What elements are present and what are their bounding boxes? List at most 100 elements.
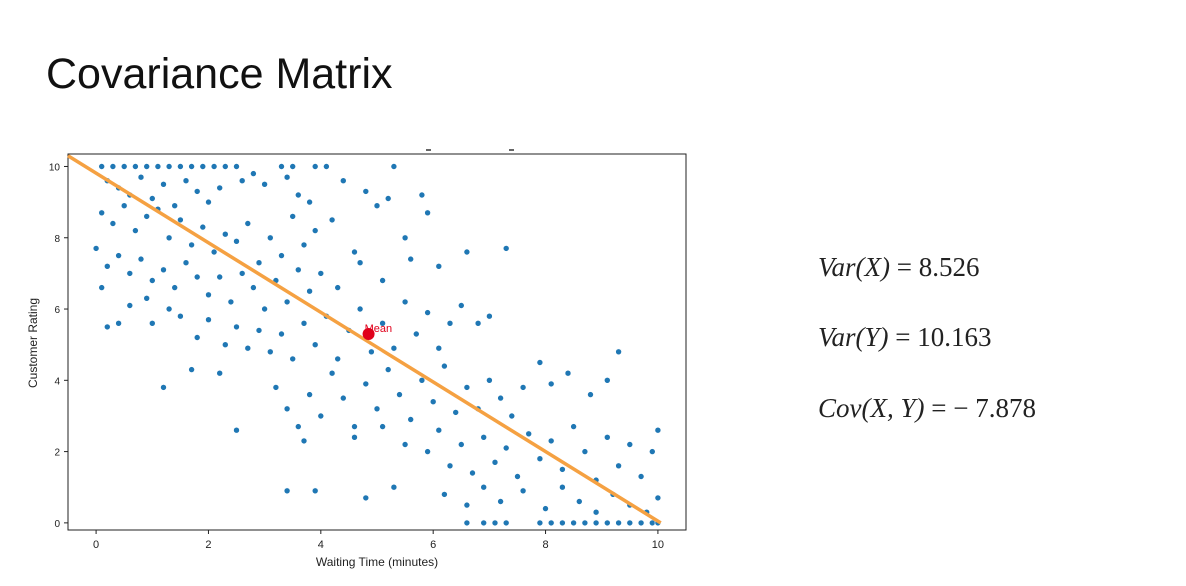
data-point	[564, 369, 572, 377]
x-tick-label: 8	[542, 539, 548, 551]
data-point	[463, 519, 471, 527]
data-point	[401, 298, 409, 306]
data-point	[120, 202, 128, 209]
data-point	[300, 241, 308, 249]
data-point	[278, 330, 285, 338]
data-point	[193, 334, 201, 341]
data-point	[379, 319, 386, 327]
data-point	[233, 238, 240, 245]
data-point	[519, 487, 527, 495]
y-tick-label: 6	[54, 305, 60, 316]
data-point	[390, 483, 398, 491]
data-point	[216, 369, 223, 377]
data-point	[626, 441, 634, 448]
data-point	[525, 430, 533, 438]
data-point	[486, 376, 493, 384]
data-point	[373, 405, 381, 413]
data-point	[559, 466, 566, 473]
data-point	[199, 163, 207, 170]
data-point	[424, 309, 431, 316]
data-point	[244, 220, 252, 227]
data-point	[244, 344, 252, 352]
data-point	[109, 220, 117, 227]
data-point	[486, 312, 493, 320]
data-point	[441, 491, 448, 498]
data-point	[339, 394, 347, 402]
data-point	[480, 433, 488, 441]
y-tick-label: 10	[49, 162, 61, 173]
data-point	[182, 259, 190, 267]
data-point	[519, 384, 527, 391]
data-point	[272, 384, 280, 391]
data-point	[334, 284, 342, 291]
y-tick-label: 4	[54, 376, 60, 387]
data-point	[491, 519, 499, 527]
data-point	[238, 270, 246, 277]
data-point	[446, 319, 454, 327]
data-point	[289, 163, 297, 170]
data-point	[412, 330, 420, 338]
data-point	[193, 188, 201, 195]
data-point	[222, 230, 229, 238]
data-point	[115, 252, 122, 259]
data-point	[384, 366, 392, 373]
data-point	[160, 384, 167, 391]
data-point	[362, 380, 370, 388]
data-point	[592, 519, 600, 527]
data-point	[547, 437, 555, 445]
data-point	[317, 412, 325, 420]
data-point	[379, 423, 386, 430]
data-point	[491, 458, 499, 466]
data-point	[205, 291, 212, 299]
data-point	[210, 248, 218, 256]
data-point	[250, 170, 257, 177]
data-point	[109, 163, 117, 170]
data-point	[283, 298, 291, 306]
stray-mark	[426, 149, 431, 151]
data-point	[536, 359, 544, 366]
data-point	[536, 519, 544, 527]
ticks-layer: 0 2 4 6 8 10 0 2 4 6 8 10	[49, 162, 664, 551]
trend-line	[67, 154, 662, 525]
data-point	[205, 316, 212, 324]
data-point	[480, 483, 488, 491]
data-point	[233, 323, 240, 331]
data-point	[126, 270, 134, 277]
points-layer: Mean	[67, 154, 662, 527]
data-point	[126, 302, 134, 309]
data-point	[351, 433, 358, 441]
data-point	[547, 380, 555, 388]
data-point	[373, 202, 381, 209]
data-point	[261, 181, 268, 188]
x-tick-label: 4	[318, 539, 324, 551]
data-point	[98, 163, 105, 170]
data-point	[570, 423, 577, 430]
data-point	[536, 455, 544, 463]
data-point	[323, 163, 330, 170]
data-point	[283, 487, 291, 495]
x-axis-label: Waiting Time (minutes)	[316, 555, 438, 569]
data-point	[250, 284, 257, 291]
slide-title: Covariance Matrix	[46, 50, 393, 98]
equation-value: 8.526	[918, 252, 980, 282]
data-point	[581, 519, 589, 527]
data-point	[283, 173, 291, 181]
data-point	[165, 305, 173, 313]
data-point	[216, 273, 223, 281]
data-point	[266, 234, 274, 242]
equation-value: − 7.878	[953, 393, 1036, 423]
data-point	[306, 287, 313, 295]
data-point	[104, 262, 111, 270]
y-tick-label: 2	[54, 448, 60, 459]
data-point	[216, 184, 223, 192]
data-point	[362, 494, 370, 502]
data-point	[559, 519, 566, 527]
data-point	[502, 444, 510, 452]
data-point	[311, 163, 319, 170]
data-point	[294, 423, 302, 430]
data-point	[300, 437, 308, 445]
y-axis-label: Customer Rating	[26, 298, 40, 388]
data-point	[435, 344, 443, 352]
data-point	[205, 198, 212, 206]
data-point	[603, 433, 611, 441]
